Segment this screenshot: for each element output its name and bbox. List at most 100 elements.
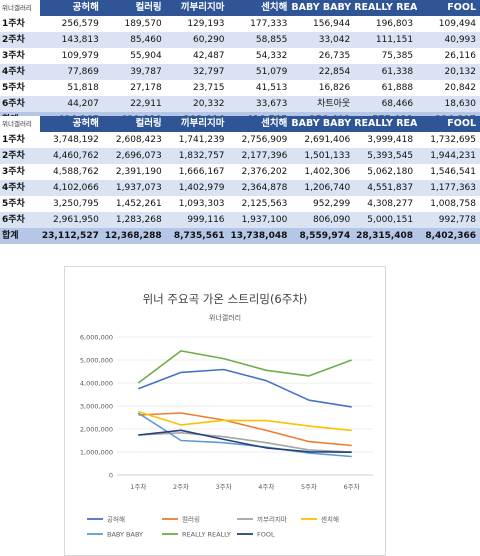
total-cell: 13,738,048 [228, 228, 292, 244]
chart-title: 위너 주요곡 가온 스트리밍(6주차) [143, 292, 308, 306]
table-cell: 2,696,073 [102, 148, 166, 164]
row-label: 6주차 [0, 212, 40, 228]
column-header: 센치해 [228, 116, 292, 132]
table-cell: 51,818 [40, 80, 103, 96]
table-cell: 42,487 [165, 48, 229, 64]
total-cell: 8,559,974 [291, 228, 355, 244]
table-cell: 5,000,151 [354, 212, 418, 228]
column-header: FOOL [417, 0, 480, 16]
x-tick-label: 6주차 [344, 482, 360, 491]
chart-canvas: 위너 주요곡 가온 스트리밍(6주차) 위너갤러리 0 1,000,000 2,000,… [80, 292, 373, 539]
table-cell: 55,904 [102, 48, 166, 64]
table-cell: 3,748,192 [40, 132, 103, 148]
total-row: 합계 23,112,527 12,368,288 8,735,561 13,738,04… [0, 228, 480, 244]
table-cell: 60,290 [165, 32, 229, 48]
column-header: 공허해 [40, 0, 103, 16]
row-label: 2주차 [0, 32, 40, 48]
table-cell: 22,911 [102, 96, 166, 112]
table-cell: 992,778 [417, 212, 480, 228]
table-cell: 39,787 [102, 64, 166, 80]
table-cell: 4,588,762 [40, 164, 103, 180]
table-row: 3주차 109,979 55,904 42,487 54,332 26,735 75,385… [0, 48, 480, 64]
table-corner-label: 위너갤러리 [0, 0, 40, 16]
table-cell: 20,842 [417, 80, 480, 96]
table-cell: 999,116 [165, 212, 229, 228]
table-cell: 2,608,423 [102, 132, 166, 148]
table-cell: 1,666,167 [165, 164, 229, 180]
table-cell: 58,855 [228, 32, 292, 48]
table-row: 5주차 3,250,795 1,452,261 1,093,303 2,125,563 9… [0, 196, 480, 212]
table-cell: 109,494 [417, 16, 480, 32]
table-cell: 1,093,303 [165, 196, 229, 212]
column-header: 끼부리지마 [165, 0, 229, 16]
table-cell: 2,391,190 [102, 164, 166, 180]
legend-label: FOOL [257, 531, 275, 539]
table-cell: 1,832,757 [165, 148, 229, 164]
row-label: 5주차 [0, 196, 40, 212]
column-header: 컬러링 [102, 0, 166, 16]
total-label: 합계 [0, 228, 40, 244]
row-label: 6주차 [0, 96, 40, 112]
table-cell: 3,999,418 [354, 132, 418, 148]
series-line [138, 368, 352, 408]
x-tick-label: 4주차 [258, 482, 274, 491]
column-header: 컬러링 [102, 116, 166, 132]
table-cell: 1,937,073 [102, 180, 166, 196]
table-cell: 109,979 [40, 48, 103, 64]
table-cell: 26,116 [417, 48, 480, 64]
table-row: 6주차 44,207 22,911 20,332 33,673 차트아웃 68,466 18,… [0, 96, 480, 112]
total-cell: 8,735,561 [165, 228, 229, 244]
table-cell: 4,551,837 [354, 180, 418, 196]
table-cell: 143,813 [40, 32, 103, 48]
table-row: 1주차 3,748,192 2,608,423 1,741,239 2,756,909 2… [0, 132, 480, 148]
table-cell: 129,193 [165, 16, 229, 32]
table-cell: 32,797 [165, 64, 229, 80]
table-cell: 4,102,066 [40, 180, 103, 196]
table-cell: 1,283,268 [102, 212, 166, 228]
table-cell: 1,944,231 [417, 148, 480, 164]
table-cell: 1,732,695 [417, 132, 480, 148]
table-cell: 22,854 [291, 64, 355, 80]
table-cell: 77,869 [40, 64, 103, 80]
total-cell: 23,112,527 [40, 228, 103, 244]
series-line [138, 410, 352, 432]
table-row: 1주차 256,579 189,570 129,193 177,333 156,944 19… [0, 16, 480, 32]
column-header: REALLY REALLY [354, 116, 418, 132]
table-cell: 44,207 [40, 96, 103, 112]
table-cell: 2,177,396 [228, 148, 292, 164]
table-cell: 33,042 [291, 32, 355, 48]
y-tick-label: 4,000,000 [80, 380, 113, 388]
line-chart: 위너 주요곡 가온 스트리밍(6주차) 위너갤러리 0 1,000,000 2,000,… [64, 266, 386, 556]
table-cell: 156,944 [291, 16, 355, 32]
row-label: 3주차 [0, 164, 40, 180]
table-cell: 2,125,563 [228, 196, 292, 212]
table-cell: 4,460,762 [40, 148, 103, 164]
table-row: 5주차 51,818 27,178 23,715 41,513 16,826 61,888 2… [0, 80, 480, 96]
table-cell: 41,513 [228, 80, 292, 96]
series-line [138, 432, 352, 453]
y-tick-label: 3,000,000 [80, 403, 113, 411]
row-label: 1주차 [0, 16, 40, 32]
total-cell: 28,315,408 [354, 228, 418, 244]
table-cell: 20,132 [417, 64, 480, 80]
table-cell: 61,888 [354, 80, 418, 96]
legend-label: 센치해 [321, 515, 339, 524]
table-cell: 1,937,100 [228, 212, 292, 228]
table-header-row: 위너갤러리 공허해 컬러링 끼부리지마 센치해 BABY BABY REALLY… [0, 0, 480, 16]
table-cell: 20,332 [165, 96, 229, 112]
legend-label: 끼부리지마 [257, 515, 287, 524]
table-cell: 1,206,740 [291, 180, 355, 196]
table-cell: 33,673 [228, 96, 292, 112]
table-cell: 차트아웃 [291, 96, 355, 112]
table-cell: 26,735 [291, 48, 355, 64]
table-row: 6주차 2,961,950 1,283,268 999,116 1,937,100 806… [0, 212, 480, 228]
table-cell: 1,008,758 [417, 196, 480, 212]
y-tick-label: 2,000,000 [80, 426, 113, 434]
y-tick-label: 1,000,000 [80, 449, 113, 457]
series-line [138, 412, 352, 447]
total-cell: 8,402,366 [417, 228, 480, 244]
legend-label: REALLY REALLY [182, 531, 231, 539]
table-cell: 51,079 [228, 64, 292, 80]
row-label: 2주차 [0, 148, 40, 164]
x-tick-label: 2주차 [173, 482, 189, 491]
